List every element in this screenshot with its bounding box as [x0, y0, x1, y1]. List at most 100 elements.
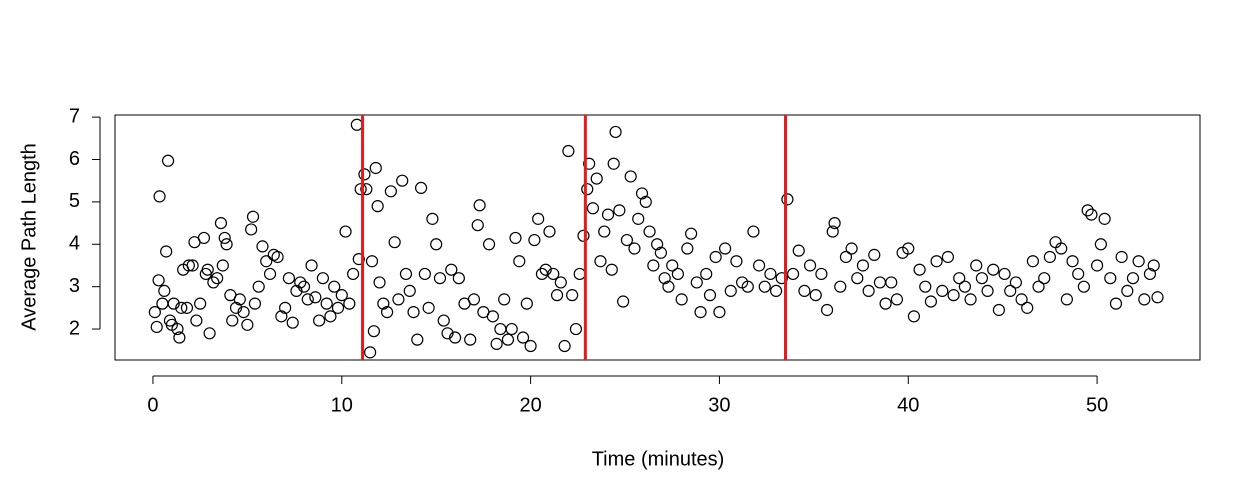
point [194, 297, 207, 310]
point [482, 238, 496, 251]
point [839, 250, 853, 264]
point [620, 233, 634, 247]
point [643, 225, 656, 238]
point [226, 314, 239, 327]
point [703, 289, 717, 302]
point [229, 301, 243, 314]
point [160, 245, 173, 258]
point [516, 331, 530, 344]
point [197, 231, 211, 245]
point [309, 291, 322, 304]
point [550, 289, 564, 302]
point [998, 267, 1011, 281]
point [171, 322, 184, 336]
point [862, 284, 875, 298]
x-tick-label: 30 [708, 394, 730, 416]
point [769, 284, 783, 298]
point [651, 238, 664, 251]
x-tick-label: 50 [1086, 394, 1108, 416]
point [690, 276, 703, 289]
point [418, 267, 431, 281]
point [834, 280, 847, 293]
point [173, 331, 186, 344]
point [1055, 242, 1068, 255]
point [282, 272, 296, 285]
point [581, 183, 594, 196]
point [666, 259, 679, 272]
point [713, 306, 726, 319]
point [414, 181, 428, 195]
point [851, 272, 864, 285]
point [685, 227, 698, 240]
point [681, 242, 694, 255]
point [628, 242, 641, 255]
point [635, 187, 649, 200]
point [369, 161, 382, 175]
point [473, 199, 486, 212]
point [632, 212, 645, 225]
point [1151, 291, 1164, 304]
point [828, 216, 841, 230]
point [513, 255, 526, 268]
x-tick-label: 20 [519, 394, 541, 416]
point [1126, 272, 1140, 285]
point [803, 259, 817, 272]
point [216, 259, 229, 272]
point [352, 253, 365, 266]
point [371, 200, 384, 213]
point [658, 272, 671, 285]
point [826, 225, 839, 238]
point [907, 310, 921, 323]
point [407, 306, 420, 319]
point [1143, 267, 1157, 281]
point [399, 267, 413, 281]
y-tick-label: 6 [69, 148, 80, 170]
point [775, 272, 788, 285]
point [730, 255, 743, 268]
point [987, 263, 1000, 276]
point [248, 297, 262, 310]
point [245, 223, 258, 236]
point [358, 168, 371, 181]
point [305, 259, 318, 272]
point [471, 219, 484, 232]
point [252, 280, 265, 293]
point [958, 280, 972, 293]
point [1015, 293, 1028, 306]
point [271, 250, 284, 264]
plot-box [114, 114, 1201, 361]
point [981, 284, 994, 298]
point [524, 339, 537, 353]
point [913, 263, 926, 276]
y-tick-label: 5 [69, 190, 80, 212]
point [1043, 250, 1056, 264]
point [919, 280, 932, 293]
point [675, 293, 688, 306]
point [879, 297, 892, 310]
point [758, 280, 771, 293]
point [569, 322, 583, 336]
point [786, 267, 800, 281]
point [924, 295, 938, 308]
point [367, 325, 380, 338]
point [320, 297, 333, 310]
point [190, 314, 203, 327]
point [605, 263, 618, 276]
point [180, 301, 194, 314]
point [598, 225, 611, 238]
point [815, 267, 828, 281]
point [573, 267, 586, 281]
point [639, 195, 652, 208]
point [532, 212, 545, 225]
point [464, 333, 477, 346]
point [380, 306, 394, 319]
point [1009, 276, 1022, 289]
point [441, 327, 454, 340]
point [186, 259, 199, 272]
point [328, 280, 341, 293]
point [167, 297, 180, 310]
point [562, 144, 575, 158]
point [384, 185, 397, 198]
point [331, 301, 345, 314]
point [505, 322, 518, 336]
